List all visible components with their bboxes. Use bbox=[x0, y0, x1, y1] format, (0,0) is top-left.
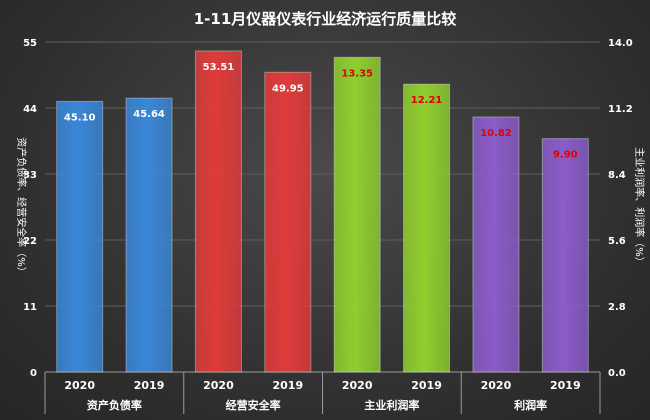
bar-资产负债率-2020 bbox=[56, 100, 104, 373]
x-tick-label: 2019 bbox=[273, 379, 304, 392]
left-axis-title: 资产负债率、经营安全率（%） bbox=[15, 137, 28, 277]
chart-title: 1-11月仪器仪表行业经济运行质量比较 bbox=[194, 10, 457, 28]
data-label: 49.95 bbox=[272, 83, 304, 94]
left-tick-label: 0 bbox=[30, 368, 37, 379]
right-tick-label: 0.0 bbox=[608, 368, 626, 379]
bar-经营安全率-2019 bbox=[264, 71, 312, 373]
right-tick-label: 14.0 bbox=[608, 38, 633, 49]
data-label: 53.51 bbox=[203, 62, 235, 73]
bar-主业利润率-2019 bbox=[403, 83, 451, 373]
data-label: 45.64 bbox=[133, 109, 165, 120]
x-tick-label: 2019 bbox=[134, 379, 165, 392]
right-tick-label: 5.6 bbox=[608, 236, 626, 247]
bar-利润率-2019 bbox=[541, 138, 589, 373]
data-label: 45.10 bbox=[64, 112, 96, 123]
data-label: 12.21 bbox=[411, 95, 443, 106]
bar-经营安全率-2020 bbox=[194, 50, 242, 373]
x-tick-label: 2020 bbox=[481, 379, 512, 392]
bar-资产负债率-2019 bbox=[125, 97, 173, 373]
bars: 45.10 45.64 53.51 49.95 13.35 12.21 10.82 9.90 bbox=[56, 50, 589, 373]
right-axis-ticks: 0.0 2.8 5.6 8.4 11.2 14.0 bbox=[608, 38, 633, 379]
x-tick-label: 2019 bbox=[550, 379, 581, 392]
x-tick-label: 2019 bbox=[411, 379, 442, 392]
x-group-label: 经营安全率 bbox=[226, 398, 281, 412]
left-tick-label: 11 bbox=[23, 302, 37, 313]
bar-利润率-2020 bbox=[472, 116, 520, 373]
right-tick-label: 11.2 bbox=[608, 104, 633, 115]
left-tick-label: 44 bbox=[23, 104, 37, 115]
data-label: 9.90 bbox=[553, 150, 578, 161]
data-label: 10.82 bbox=[480, 128, 512, 139]
right-tick-label: 2.8 bbox=[608, 302, 626, 313]
right-tick-label: 8.4 bbox=[608, 170, 626, 181]
x-tick-label: 2020 bbox=[203, 379, 234, 392]
right-axis-title: 主业利润率、利润率（%） bbox=[633, 147, 646, 267]
left-tick-label: 55 bbox=[23, 38, 37, 49]
left-tick-label: 33 bbox=[23, 170, 37, 181]
x-axis: 2020 2019 2020 2019 2020 2019 2020 2019 资产负债率 经营安… bbox=[44, 372, 601, 414]
x-tick-label: 2020 bbox=[64, 379, 95, 392]
left-axis-ticks: 0 11 22 33 44 55 bbox=[23, 38, 37, 379]
data-label: 13.35 bbox=[341, 68, 373, 79]
bar-主业利润率-2020 bbox=[333, 56, 381, 373]
left-tick-label: 22 bbox=[23, 236, 37, 247]
x-group-label: 资产负债率 bbox=[87, 398, 142, 412]
x-tick-label: 2020 bbox=[342, 379, 373, 392]
x-group-label: 利润率 bbox=[514, 398, 547, 412]
x-group-label: 主业利润率 bbox=[364, 398, 419, 412]
